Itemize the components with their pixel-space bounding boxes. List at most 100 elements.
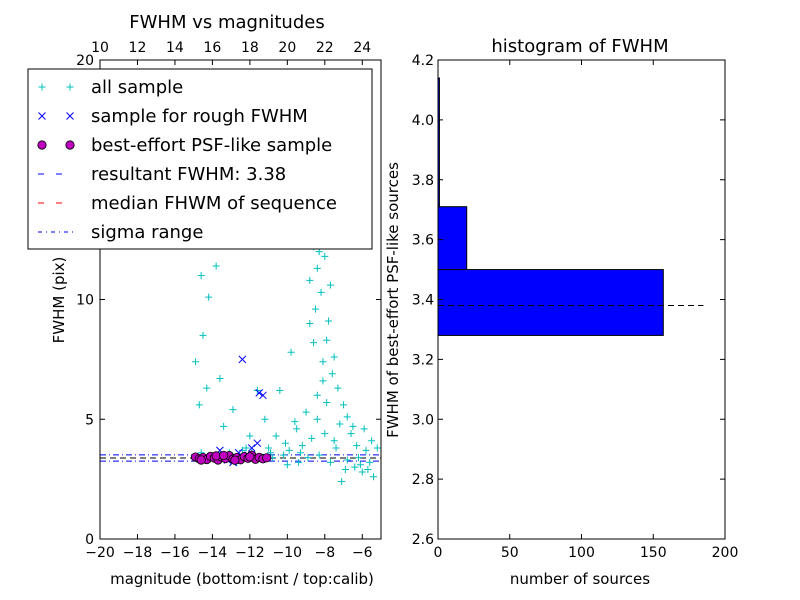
right-x-label: number of sources [510,570,650,588]
all-sample-point [212,262,220,270]
left-xtick-label: −18 [123,545,153,561]
legend-marker-circle [37,140,47,150]
all-sample-point [197,272,205,280]
all-sample-point [321,252,329,260]
right-ytick-label: 3.4 [412,293,434,309]
all-sample-point [317,288,325,296]
right-xtick-label: 0 [434,545,443,561]
all-sample-point [195,401,203,409]
right-ytick-label: 4.2 [412,53,434,69]
all-sample-point [343,413,351,421]
all-sample-point [272,432,280,440]
all-sample-point [326,281,334,289]
right-ytick-label: 3.2 [412,352,434,368]
all-sample-point [336,420,344,428]
right-ytick-label: 2.6 [412,532,434,548]
left-title: FWHM vs magnitudes [129,12,324,33]
all-sample-point [373,444,381,452]
left-top-xtick-label: 12 [129,40,147,56]
left-y-label: FWHM (pix) [50,257,68,344]
legend-marker-plus [38,83,46,91]
all-sample-point [353,442,361,450]
psf-sample-point [196,455,206,465]
all-sample-point [293,425,301,433]
right-ticks: 0 50 100 150 200 2.6 2.8 3.0 3.2 3.4 3.6 3.8 4.0 4.2 [412,53,739,561]
left-xtick-label: −16 [160,545,190,561]
rough-sample-point [259,391,267,400]
left-xtick-label: −10 [273,545,303,561]
all-sample-point [315,451,323,459]
all-sample-point [246,432,254,440]
all-sample-point [285,446,293,454]
all-sample-point [328,370,336,378]
all-sample-point [334,384,342,392]
left-xtick-label: −8 [314,545,335,561]
right-xtick-label: 50 [501,545,519,561]
all-sample-point [304,454,312,462]
right-ytick-label: 3.0 [412,412,434,428]
left-ytick-label: 10 [76,293,94,309]
all-sample-point [362,446,370,454]
all-sample-point [323,398,331,406]
legend-entry: sample for rough FWHM [38,106,308,127]
legend-marker-plus [66,83,74,91]
legend-label: median FHWM of sequence [91,193,337,214]
left-ytick-label: 0 [85,532,94,548]
all-sample-point [242,444,250,452]
rough-sample-point [238,355,247,364]
all-sample-point [341,466,349,474]
all-sample-point [283,461,291,469]
rough-sample-point [253,439,262,448]
all-sample-point [295,458,303,466]
all-sample-point [313,415,321,423]
right-y-label: FWHM of best-effort PSF-like sources [384,162,402,438]
right-axes: 0 50 100 150 2002.62.83.03.23.43.63.84.04.2 … [384,36,738,588]
left-top-xtick-label: 18 [241,40,259,56]
legend: all sample sample for rough FWHM best-effo… [27,68,373,250]
all-sample-point [347,430,355,438]
all-sample-point [313,264,321,272]
all-sample-point [370,473,378,481]
all-sample-point [280,451,288,459]
all-sample-point [355,454,363,462]
right-ytick-label: 3.6 [412,233,434,249]
all-sample-point [296,449,304,457]
all-sample-point [306,319,314,327]
legend-label: best-effort PSF-like sample [91,135,332,156]
all-sample-point [319,377,327,385]
psf-sample-point [262,453,272,463]
all-sample-point [343,456,351,464]
all-sample-point [261,415,269,423]
left-top-xtick-label: 16 [203,40,221,56]
all-sample-point [265,444,273,452]
all-sample-point [364,466,372,474]
all-sample-point [360,425,368,433]
left-xtick-label: −20 [85,545,115,561]
all-sample-point [308,434,316,442]
all-sample-point [368,437,376,445]
psf-sample-point [230,455,240,465]
left-axes: −20 −18 −16 −14 −12 −10 −8 −6 10 12 14 16 18 20 22 24 0 5… [27,12,382,588]
all-sample-point [306,276,314,284]
legend-entry: all sample [38,77,183,98]
all-sample-point [326,458,334,466]
all-sample-point [323,336,331,344]
psf-sample-point [219,450,229,461]
legend-label: resultant FWHM: 3.38 [91,164,286,185]
all-sample-point [332,444,340,452]
histogram-bar [437,269,664,336]
all-sample-point [203,384,211,392]
all-sample-point [302,408,310,416]
all-sample-point [205,293,213,301]
left-top-xtick-label: 22 [316,40,334,56]
right-xtick-label: 200 [712,545,739,561]
all-sample-point [287,348,295,356]
all-sample-point [311,305,319,313]
all-sample-point [199,331,207,339]
all-sample-point [321,430,329,438]
right-ytick-label: 4.0 [412,113,434,129]
left-xtick-label: −12 [235,545,265,561]
all-sample-point [351,463,359,471]
legend-entry: sigma range [38,222,203,243]
